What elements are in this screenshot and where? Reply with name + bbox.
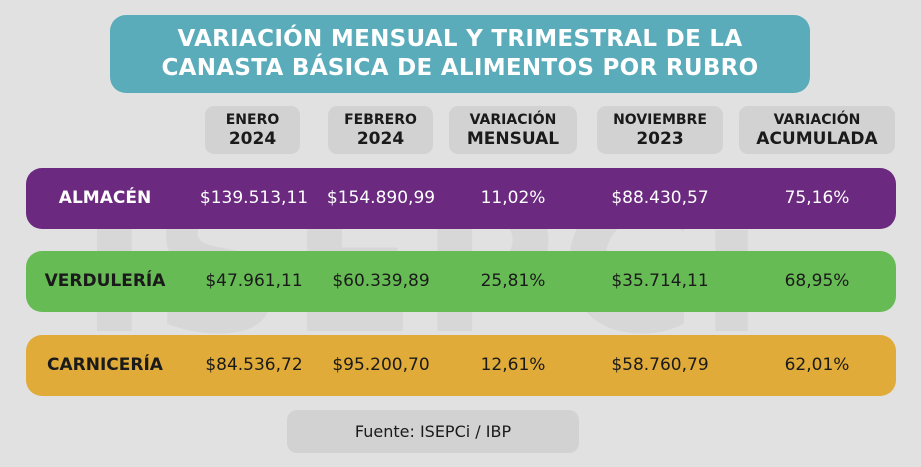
row-label: ALMACÉN bbox=[58, 188, 152, 208]
column-header-line-1: VARIACIÓN bbox=[469, 112, 557, 128]
cell-variacion-mensual: 12,61% bbox=[480, 355, 546, 375]
title-line-1: VARIACIÓN MENSUAL Y TRIMESTRAL DE LA bbox=[177, 26, 743, 52]
cell-febrero-2024: $154.890,99 bbox=[326, 188, 436, 208]
cell-variacion-mensual: 11,02% bbox=[480, 188, 546, 208]
cell-enero-2024: $139.513,11 bbox=[199, 188, 309, 208]
cell-noviembre-2023: $58.760,79 bbox=[611, 355, 709, 375]
cell-noviembre-2023: $88.430,57 bbox=[611, 188, 709, 208]
title-line-2: CANASTA BÁSICA DE ALIMENTOS POR RUBRO bbox=[161, 55, 759, 81]
column-header-line-1: NOVIEMBRE bbox=[613, 112, 707, 128]
row-label: CARNICERÍA bbox=[47, 355, 163, 375]
cell-febrero-2024: $95.200,70 bbox=[332, 355, 430, 375]
table-row-almacen: ALMACÉN $139.513,11 $154.890,99 11,02% $… bbox=[26, 168, 896, 229]
column-header-line-2: 2023 bbox=[636, 129, 684, 149]
column-header-line-1: VARIACIÓN bbox=[773, 112, 861, 128]
table-row-verduleria: VERDULERÍA $47.961,11 $60.339,89 25,81% … bbox=[26, 251, 896, 312]
cell-variacion-mensual: 25,81% bbox=[480, 271, 546, 291]
page-title: VARIACIÓN MENSUAL Y TRIMESTRAL DE LA CAN… bbox=[110, 15, 810, 93]
source-footer: Fuente: ISEPCi / IBP bbox=[287, 410, 579, 453]
table-row-carniceria: CARNICERÍA $84.536,72 $95.200,70 12,61% … bbox=[26, 335, 896, 396]
column-header-line-2: 2024 bbox=[356, 129, 405, 149]
cell-enero-2024: $84.536,72 bbox=[205, 355, 303, 375]
column-header-variacion-acumulada: VARIACIÓN ACUMULADA bbox=[739, 106, 895, 154]
column-header-enero-2024: ENERO 2024 bbox=[205, 106, 300, 154]
column-header-line-1: ENERO bbox=[225, 112, 280, 128]
column-header-line-2: 2024 bbox=[228, 129, 277, 149]
row-label: VERDULERÍA bbox=[44, 271, 166, 291]
cell-febrero-2024: $60.339,89 bbox=[332, 271, 430, 291]
column-header-variacion-mensual: VARIACIÓN MENSUAL bbox=[449, 106, 577, 154]
cell-variacion-acumulada: 68,95% bbox=[784, 271, 850, 291]
column-header-noviembre-2023: NOVIEMBRE 2023 bbox=[597, 106, 723, 154]
column-header-line-2: MENSUAL bbox=[466, 129, 560, 149]
column-header-line-1: FEBRERO bbox=[344, 112, 417, 128]
column-header-line-2: ACUMULADA bbox=[756, 129, 878, 149]
cell-enero-2024: $47.961,11 bbox=[205, 271, 303, 291]
cell-noviembre-2023: $35.714,11 bbox=[611, 271, 709, 291]
cell-variacion-acumulada: 75,16% bbox=[784, 188, 850, 208]
column-header-febrero-2024: FEBRERO 2024 bbox=[328, 106, 433, 154]
cell-variacion-acumulada: 62,01% bbox=[784, 355, 850, 375]
